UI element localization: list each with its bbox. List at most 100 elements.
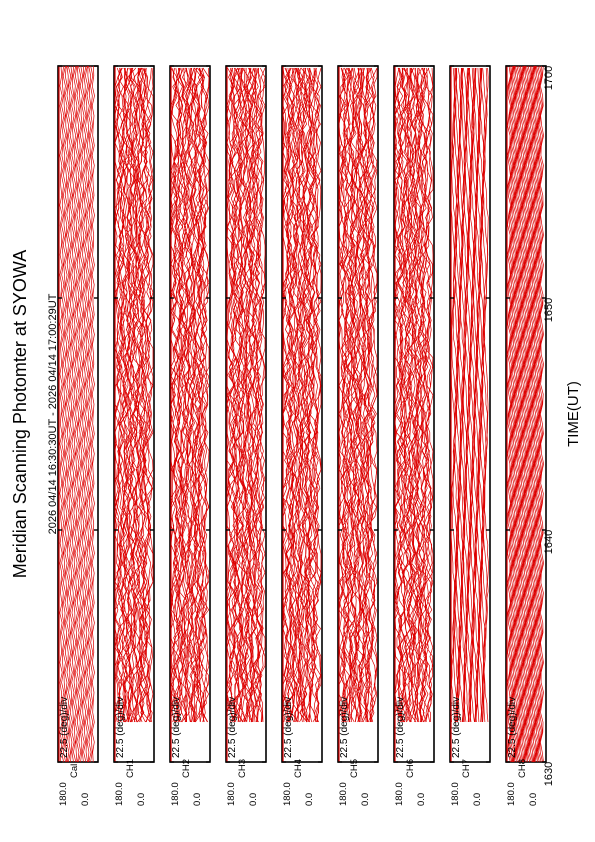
scan-trace (359, 67, 371, 723)
channel-label: CH6 (405, 759, 416, 778)
scan-trace (140, 67, 153, 723)
scale-label: 22.5 (deg)/div (59, 697, 70, 758)
y-tick-label: 0.0 (360, 793, 371, 806)
chart-title: Meridian Scanning Photomter at SYOWA (10, 250, 30, 578)
scan-trace (255, 67, 266, 723)
scan-trace (74, 65, 78, 763)
scan-trace (338, 67, 350, 723)
scan-trace (130, 67, 141, 723)
x-axis-label: TIME(UT) (565, 381, 582, 447)
scan-trace (139, 67, 152, 723)
scan-trace (245, 67, 258, 723)
scan-trace (294, 67, 306, 723)
scan-trace (73, 65, 77, 763)
scan-trace (535, 65, 539, 763)
scan-trace (312, 67, 322, 723)
y-tick-label: 180.0 (114, 782, 125, 806)
scan-trace (410, 68, 423, 723)
scan-trace (302, 67, 313, 723)
scan-trace (79, 65, 83, 763)
scan-trace (253, 67, 265, 723)
panel-ch2 (169, 65, 211, 763)
scan-trace (307, 67, 319, 723)
scan-trace (425, 67, 434, 723)
scan-trace (534, 65, 538, 763)
scan-trace (288, 67, 301, 723)
scan-trace (170, 67, 182, 723)
scan-trace (523, 65, 527, 763)
y-tick-label: 0.0 (136, 793, 147, 806)
scan-trace (394, 67, 406, 723)
y-tick-label: 0.0 (192, 793, 203, 806)
scan-trace (123, 67, 136, 723)
scan-trace (363, 67, 374, 723)
scan-trace (343, 67, 355, 723)
scan-trace (456, 67, 464, 723)
y-tick-label: 0.0 (248, 793, 259, 806)
scan-trace (524, 65, 528, 763)
scan-trace (521, 65, 525, 763)
scan-trace (509, 65, 513, 763)
scan-trace (184, 67, 196, 723)
scan-trace (227, 67, 239, 723)
scan-trace (399, 67, 412, 723)
scan-trace (90, 65, 94, 763)
scan-trace (522, 65, 526, 763)
scan-trace (357, 67, 371, 723)
scan-trace (420, 67, 432, 722)
scan-trace (338, 67, 349, 723)
panel-ch5 (337, 65, 379, 763)
scan-trace (339, 67, 351, 723)
scan-trace (511, 65, 515, 763)
scan-trace (402, 67, 416, 723)
scan-trace (368, 67, 378, 723)
scan-trace (512, 65, 516, 763)
scan-trace (184, 67, 197, 723)
scan-trace (508, 65, 512, 763)
scan-trace (250, 67, 263, 723)
scan-trace (539, 65, 543, 763)
scan-trace (362, 67, 376, 723)
scan-trace (170, 67, 184, 723)
panel-ch8 (505, 65, 547, 763)
scan-trace (532, 65, 536, 763)
scan-trace (482, 67, 489, 723)
channel-label: CH3 (237, 759, 248, 778)
scan-trace (533, 65, 537, 763)
scale-label: 22.5 (deg)/div (451, 697, 462, 758)
scan-trace (355, 67, 365, 723)
scan-trace (71, 65, 75, 763)
scan-trace (240, 67, 252, 723)
scan-trace (120, 67, 133, 723)
scan-trace (416, 67, 430, 723)
scan-trace (195, 67, 207, 723)
scan-trace (199, 67, 210, 723)
scan-trace (78, 65, 82, 763)
scale-label: 22.5 (deg)/div (171, 697, 182, 758)
scan-trace (540, 65, 544, 763)
panel-ch6 (393, 65, 435, 763)
scan-trace (455, 67, 462, 723)
scan-trace (507, 65, 511, 763)
scan-trace (233, 67, 246, 723)
scan-trace (350, 67, 362, 723)
scan-trace (76, 65, 80, 763)
scan-trace (295, 67, 308, 723)
scan-trace (519, 65, 523, 763)
scan-trace (91, 65, 95, 763)
scan-trace (88, 65, 92, 763)
scan-trace (291, 67, 304, 722)
scan-trace (81, 65, 85, 763)
x-tick-label: 1700 (543, 66, 555, 90)
y-tick-label: 180.0 (394, 782, 405, 806)
scan-trace (367, 68, 378, 723)
panel-cal (57, 65, 99, 763)
scan-trace (468, 67, 475, 723)
panel-ch1 (113, 65, 155, 763)
scan-trace (189, 67, 202, 723)
scan-trace (126, 67, 138, 723)
y-tick-label: 180.0 (58, 782, 69, 806)
scan-trace (61, 65, 65, 763)
scale-label: 22.5 (deg)/div (283, 697, 294, 758)
scan-trace (530, 65, 534, 763)
